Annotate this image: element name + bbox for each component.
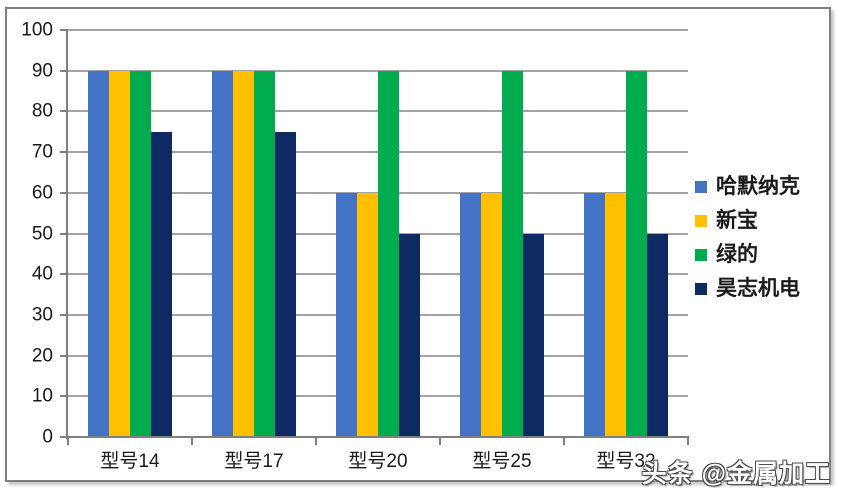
y-tick-mark xyxy=(60,232,68,235)
bar-昊志机电 xyxy=(275,131,296,437)
legend-label: 新宝 xyxy=(716,209,758,233)
x-axis-labels: 型号14 型号17 型号20 型号25 型号32 xyxy=(68,446,688,473)
x-tick-mark xyxy=(563,437,565,445)
legend-label: 哈默纳克 xyxy=(716,175,800,198)
x-tick-mark xyxy=(191,437,193,445)
bar-group xyxy=(564,30,688,437)
bar-新宝 xyxy=(109,70,130,437)
legend-label: 昊志机电 xyxy=(716,277,800,301)
bar-昊志机电 xyxy=(647,233,668,437)
chart-frame: 0 10 20 30 40 50 60 70 80 90 100 型号14 型号17 型号20 型号25 型… xyxy=(5,7,831,482)
bar-绿的 xyxy=(254,70,275,437)
x-axis-category-label: 型号20 xyxy=(348,451,408,472)
y-axis-tick-label: 30 xyxy=(31,304,53,326)
y-tick-mark xyxy=(60,151,68,154)
y-axis-tick-label: 80 xyxy=(31,100,53,122)
bar-哈默纳克 xyxy=(88,70,109,437)
y-axis-line xyxy=(66,30,68,439)
y-tick-mark xyxy=(60,273,68,276)
y-axis-tick-label: 0 xyxy=(42,426,53,448)
watermark: 头条 @金属加工 xyxy=(641,460,831,488)
gridline xyxy=(68,29,688,31)
legend-swatch xyxy=(695,181,707,194)
x-axis-category-label: 型号17 xyxy=(224,451,284,472)
x-axis-line xyxy=(66,436,689,438)
legend-item: 昊志机电 xyxy=(695,277,800,301)
x-tick-mark xyxy=(439,437,441,445)
legend-swatch xyxy=(695,249,707,262)
bar-groups xyxy=(68,30,688,437)
y-axis-tick-label: 50 xyxy=(31,223,53,244)
plot-area xyxy=(60,29,689,445)
legend-label: 绿的 xyxy=(716,243,758,267)
legend-swatch xyxy=(695,283,707,296)
legend: 哈默纳克新宝绿的昊志机电 xyxy=(695,175,800,302)
bar-哈默纳克 xyxy=(336,192,357,437)
legend-item: 哈默纳克 xyxy=(695,175,800,199)
y-tick-mark xyxy=(60,354,68,357)
y-axis-tick-label: 20 xyxy=(31,345,53,367)
y-axis-labels: 0 10 20 30 40 50 60 70 80 90 100 xyxy=(7,9,53,480)
bar-昊志机电 xyxy=(151,131,172,437)
bar-新宝 xyxy=(233,70,254,437)
bar-昊志机电 xyxy=(523,233,544,437)
bar-绿的 xyxy=(502,70,523,437)
y-tick-mark xyxy=(60,110,68,113)
y-tick-mark xyxy=(60,313,68,316)
y-axis-tick-label: 10 xyxy=(31,385,53,407)
legend-swatch xyxy=(695,215,707,228)
x-axis-category-label: 型号14 xyxy=(100,451,160,472)
bar-group xyxy=(68,30,192,437)
y-tick-mark xyxy=(60,191,68,194)
y-axis-tick-label: 40 xyxy=(31,263,53,285)
y-axis-tick-label: 90 xyxy=(31,60,53,82)
x-axis-category-label: 型号25 xyxy=(472,451,532,472)
bar-绿的 xyxy=(378,70,399,437)
legend-item: 新宝 xyxy=(695,209,800,233)
legend-item: 绿的 xyxy=(695,243,800,267)
x-axis-ticks xyxy=(67,30,689,445)
x-axis-category-label: 型号32 xyxy=(596,451,656,472)
bar-group xyxy=(440,30,564,437)
y-axis-tick-label: 70 xyxy=(31,141,53,163)
y-tick-mark xyxy=(60,29,68,31)
bar-新宝 xyxy=(357,192,378,437)
y-axis-tick-label: 100 xyxy=(21,19,53,41)
bar-group xyxy=(192,30,316,437)
y-tick-mark xyxy=(60,395,68,398)
y-axis-tick-label: 60 xyxy=(31,182,53,204)
x-tick-mark xyxy=(67,437,69,445)
bar-绿的 xyxy=(130,70,151,437)
y-tick-mark xyxy=(60,436,68,438)
bar-group xyxy=(316,30,440,437)
bar-哈默纳克 xyxy=(460,192,481,437)
bar-绿的 xyxy=(626,70,647,437)
x-tick-mark xyxy=(687,437,689,445)
bar-哈默纳克 xyxy=(584,192,605,437)
bar-新宝 xyxy=(481,192,502,437)
bar-新宝 xyxy=(605,192,626,437)
gridline xyxy=(68,69,688,72)
x-tick-mark xyxy=(315,437,317,445)
y-tick-mark xyxy=(60,69,68,72)
bar-昊志机电 xyxy=(399,233,420,437)
bar-哈默纳克 xyxy=(212,70,233,437)
